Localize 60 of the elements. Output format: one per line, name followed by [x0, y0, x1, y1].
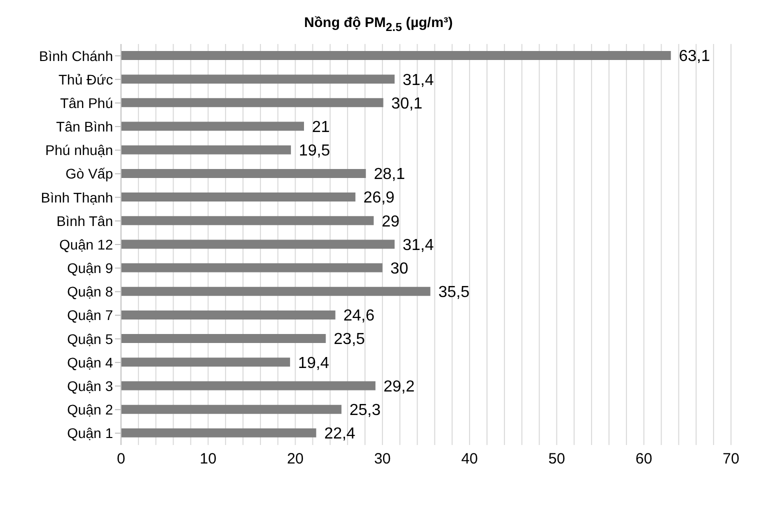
bar	[121, 286, 430, 296]
x-tick-label: 30	[374, 450, 391, 468]
data-label: 25,3	[349, 402, 381, 420]
data-label: 23,5	[334, 331, 366, 348]
bar	[121, 358, 290, 367]
y-tick-label: Bình Chánh	[39, 48, 113, 64]
bar	[121, 428, 316, 438]
data-label: 63,1	[678, 48, 710, 66]
y-tick-label: Quận 12	[59, 236, 114, 252]
y-tick-label: Tân Phú	[60, 94, 113, 111]
data-label: 21	[312, 118, 330, 136]
y-tick-label: Gò Vấp	[66, 166, 114, 182]
data-label: 35,5	[438, 284, 470, 302]
data-label: 19,5	[298, 142, 330, 160]
y-tick-label: Phú nhuận	[45, 142, 113, 158]
x-tick-label: 60	[636, 450, 652, 468]
bar	[121, 145, 291, 154]
y-tick-label: Quận 8	[67, 284, 114, 300]
x-tick-label: 20	[286, 450, 304, 468]
bar	[121, 404, 342, 414]
data-label: 19,4	[298, 354, 330, 372]
data-label: 31,4	[402, 72, 434, 89]
data-label: 26,9	[363, 190, 395, 207]
x-tick-label: 50	[548, 450, 566, 468]
chart-title: Nồng độ PM$_{2.5}$ (µg/m³)	[303, 14, 454, 36]
data-label: 30	[390, 260, 408, 278]
y-tick-label: Bình Tân	[56, 212, 113, 229]
bar	[121, 240, 395, 249]
bar	[121, 74, 395, 84]
data-label: 29,2	[383, 378, 415, 396]
y-tick-label: Quận 7	[67, 307, 114, 324]
bar	[121, 192, 356, 202]
y-tick-label: Quận 5	[67, 330, 114, 347]
bar	[121, 122, 304, 131]
bar	[121, 51, 671, 60]
y-tick-label: Quận 9	[67, 260, 114, 276]
bar	[121, 310, 336, 320]
data-label: 28,1	[374, 166, 406, 184]
y-tick-label: Quận 1	[67, 425, 114, 442]
data-label: 29	[382, 213, 400, 230]
bar	[121, 334, 326, 344]
bar	[121, 381, 376, 390]
data-label: 30,1	[391, 95, 423, 112]
y-tick-label: Thủ Đức	[58, 71, 113, 88]
y-tick-label: Bình Thạnh	[40, 189, 113, 206]
bar	[121, 216, 374, 226]
bar	[121, 98, 384, 108]
bar	[121, 263, 382, 272]
data-label: 22,4	[324, 426, 356, 443]
x-tick-label: 0	[116, 450, 126, 468]
x-tick-label: 70	[722, 450, 740, 468]
y-tick-label: Tân Bình	[56, 118, 113, 135]
y-tick-label: Quận 2	[67, 402, 114, 418]
y-tick-label: Quận 4	[67, 354, 114, 370]
data-label: 24,6	[343, 308, 375, 325]
x-tick-label: 40	[461, 450, 478, 468]
data-label: 31,4	[402, 236, 434, 254]
x-tick-label: 10	[200, 450, 216, 468]
bar	[121, 168, 366, 178]
y-tick-label: Quận 3	[67, 378, 114, 394]
